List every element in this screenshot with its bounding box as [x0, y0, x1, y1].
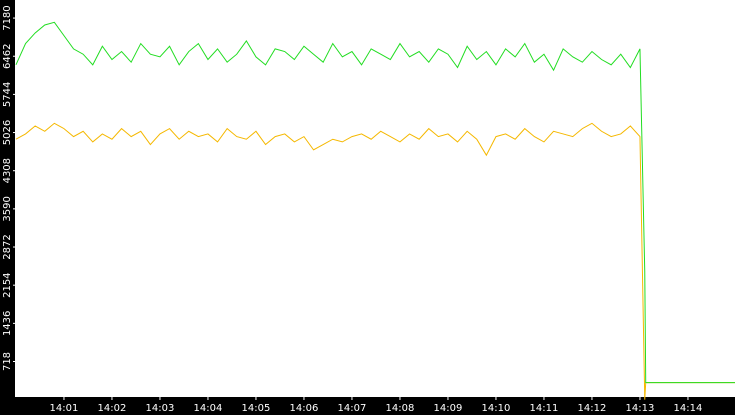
- y-tick-label: 1436: [2, 311, 13, 336]
- y-tick-label: 3590: [2, 196, 13, 221]
- y-tick-label: 5026: [2, 120, 13, 145]
- x-tick-label: 14:06: [290, 403, 319, 414]
- x-tick-label: 14:04: [194, 403, 223, 414]
- y-tick-label: 7180: [2, 5, 13, 30]
- y-tick-label: 2154: [2, 272, 13, 297]
- series-line: [15, 122, 735, 400]
- x-tick-label: 14:13: [626, 403, 655, 414]
- x-tick-label: 14:12: [578, 403, 607, 414]
- x-tick-label: 14:01: [50, 403, 79, 414]
- y-tick-label: 718: [2, 352, 13, 371]
- y-tick-label: 4308: [2, 158, 13, 183]
- plot-area: [15, 0, 735, 397]
- x-tick-label: 14:14: [674, 403, 703, 414]
- y-tick-label: 2872: [2, 234, 13, 259]
- x-tick-label: 14:03: [146, 403, 175, 414]
- x-tick-label: 14:05: [242, 403, 271, 414]
- series-line: [15, 21, 735, 384]
- x-tick-label: 14:07: [338, 403, 367, 414]
- x-tick-label: 14:10: [482, 403, 511, 414]
- y-tick-label: 6462: [2, 44, 13, 69]
- x-tick-label: 14:09: [434, 403, 463, 414]
- y-tick-label: 5744: [2, 82, 13, 107]
- x-tick-label: 14:08: [386, 403, 415, 414]
- x-tick-label: 14:11: [530, 403, 559, 414]
- x-tick-label: 14:02: [98, 403, 127, 414]
